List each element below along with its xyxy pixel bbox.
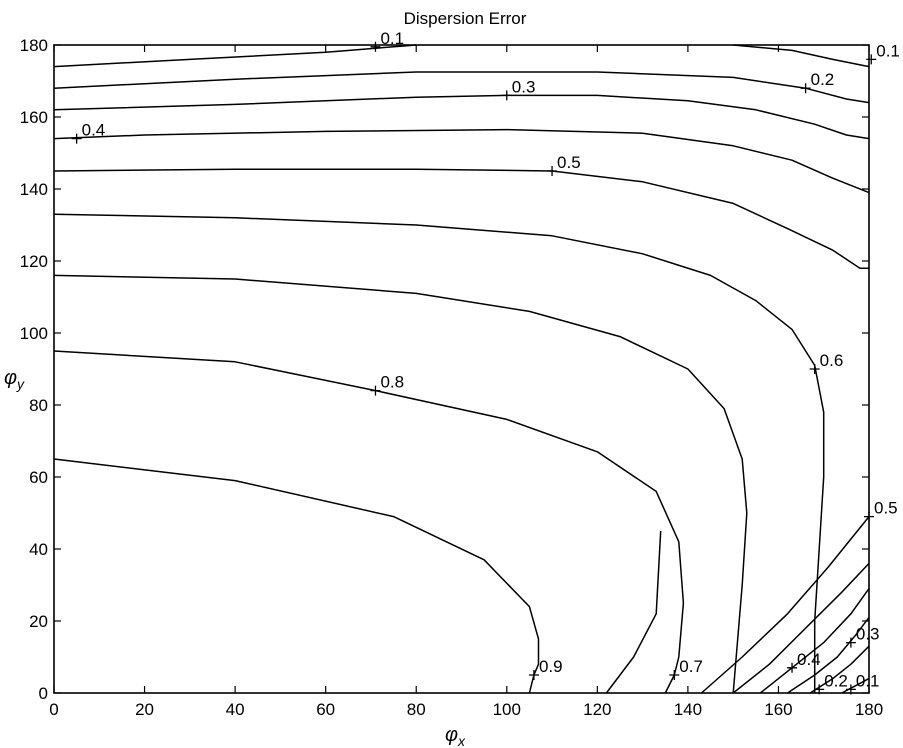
contour-label-marker — [800, 83, 811, 94]
contour-label-marker — [370, 385, 381, 396]
y-tick-label: 60 — [29, 468, 48, 487]
contour-labels: 0.1 0.1 0.2 0.3 0.4 0.5 0.6 0.8 0.5 0.3 0.4 0.9 0.7 0… — [71, 29, 900, 695]
y-tick-label: 100 — [20, 324, 48, 343]
x-tick-label: 140 — [674, 700, 702, 719]
contour-label: 0.3 — [512, 77, 536, 96]
contour-label: 0.1 — [380, 29, 404, 48]
y-tick-label: 20 — [29, 612, 48, 631]
contour-label-marker — [547, 166, 558, 176]
contour-line-1 — [53, 44, 417, 68]
contour-line-3 — [53, 71, 870, 104]
x-axis-ticks: 0 20 40 60 80 100 120 140 160 180 — [49, 45, 883, 719]
y-tick-label: 80 — [29, 396, 48, 415]
contour-line-15 — [787, 616, 870, 694]
y-tick-label: 180 — [20, 36, 48, 55]
contour-label: 0.1 — [876, 41, 900, 60]
contour-label: 0.7 — [679, 657, 703, 676]
contour-label-marker — [669, 670, 680, 680]
contour-label: 0.4 — [797, 650, 821, 669]
y-axis-label-subscript: y — [16, 376, 25, 392]
contour-line-11 — [605, 530, 662, 694]
contour-line-10 — [53, 458, 540, 694]
contour-line-14 — [759, 588, 870, 694]
x-tick-label: 100 — [493, 700, 521, 719]
contour-label-marker — [787, 662, 798, 673]
x-tick-label: 160 — [764, 700, 792, 719]
contour-label: 0.8 — [380, 373, 404, 392]
y-tick-label: 120 — [20, 252, 48, 271]
x-axis-label: φx — [445, 724, 466, 748]
contour-line-17 — [841, 677, 870, 694]
contour-label: 0.4 — [82, 121, 106, 140]
x-tick-label: 120 — [583, 700, 611, 719]
x-tick-label: 0 — [49, 700, 58, 719]
contour-line-8 — [53, 274, 748, 694]
y-tick-label: 40 — [29, 540, 48, 559]
contour-line-12 — [701, 516, 870, 694]
contour-label-marker — [71, 133, 82, 144]
chart-title: Dispersion Error — [404, 9, 527, 28]
contour-label-marker — [845, 637, 856, 648]
y-tick-label: 160 — [20, 108, 48, 127]
contour-label: 0.6 — [820, 351, 844, 370]
contour-line-7 — [53, 213, 825, 693]
contour-label: 0.9 — [539, 657, 563, 676]
contour-label: 0.5 — [874, 499, 898, 518]
x-tick-label: 40 — [226, 700, 245, 719]
contour-line-5 — [53, 128, 870, 194]
y-axis-ticks: 0 20 40 60 80 100 120 140 160 180 — [20, 36, 869, 703]
contour-label-marker — [809, 364, 820, 374]
x-tick-label: 80 — [407, 700, 426, 719]
contour-label: 0.2 — [824, 671, 848, 690]
x-axis-label-subscript: x — [457, 733, 466, 748]
plot-frame — [53, 44, 870, 694]
x-tick-label: 180 — [855, 700, 883, 719]
contour-label-marker — [501, 90, 512, 101]
y-axis-label: φy — [4, 367, 25, 392]
contour-line-9 — [53, 350, 685, 694]
contour-label: 0.5 — [557, 153, 581, 172]
contour-line-13 — [732, 562, 870, 694]
contour-line-4 — [53, 94, 870, 140]
contour-label: 0.3 — [856, 625, 880, 644]
contour-line-6 — [53, 168, 869, 269]
contour-label: 0.1 — [856, 671, 880, 690]
contour-lines — [53, 44, 870, 694]
x-tick-label: 20 — [135, 700, 154, 719]
contour-label: 0.2 — [811, 70, 835, 89]
contour-label-marker — [866, 54, 877, 65]
x-axis-label-main: φ — [445, 724, 458, 746]
y-axis-label-main: φ — [4, 367, 17, 389]
contour-line-2 — [733, 44, 870, 68]
y-tick-label: 140 — [20, 180, 48, 199]
contour-line-16 — [809, 645, 870, 694]
contour-label-marker — [528, 670, 539, 680]
contour-label-marker — [370, 41, 381, 52]
y-tick-label: 0 — [39, 684, 48, 703]
x-tick-label: 60 — [316, 700, 335, 719]
